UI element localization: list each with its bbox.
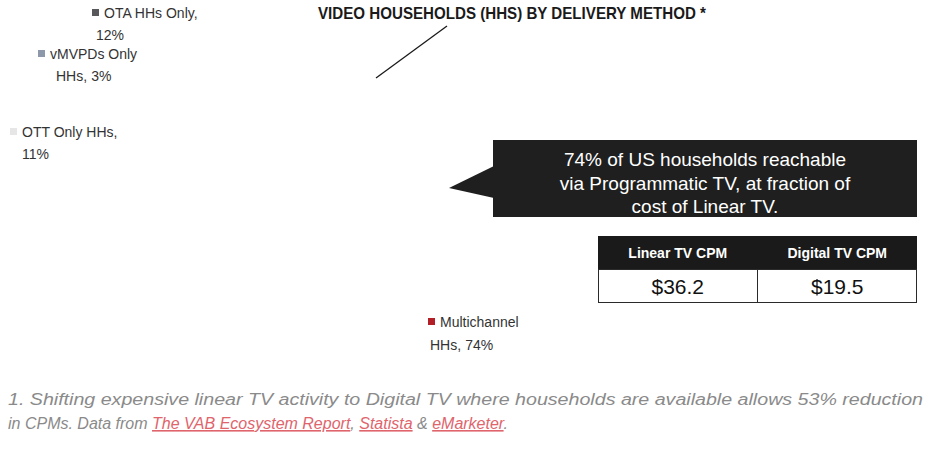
table-row-bg <box>599 270 917 303</box>
footnote-text: 1. Shifting expensive linear TV activity… <box>8 391 923 408</box>
label-marker <box>428 318 435 325</box>
category-label: vMVPDs Only HHs, <box>50 46 141 84</box>
chart: VIDEO HOUSEHOLDS (HHS) BY DELIVERY METHO… <box>0 0 939 466</box>
data-label: 11% <box>22 146 49 162</box>
label-line: OTT Only HHs, <box>22 124 117 140</box>
category-label: Multichannel HHs, <box>430 314 523 353</box>
data-label: 12% <box>96 27 124 43</box>
pie <box>132 55 448 371</box>
table-cell: $36.2 <box>651 275 704 298</box>
table-header-bg <box>598 236 917 269</box>
pie-slice <box>162 98 290 213</box>
category-label: OTT Only HHs, <box>22 124 117 140</box>
annotation-line: 74% of US households reachable <box>564 149 846 170</box>
category-label: OTA HHs Only, <box>104 5 198 21</box>
callout: 74% of US households reachable via Progra… <box>449 140 917 217</box>
leader-line <box>376 26 447 78</box>
table-divider <box>757 269 758 303</box>
data-label: 74% <box>465 337 493 353</box>
slice-labels: Multichannel HHs,74%OTT Only HHs,11%vMVP… <box>10 5 523 353</box>
annotation-line: via Programmatic TV, at fraction of <box>560 173 851 194</box>
label-line: HHs, <box>430 337 461 353</box>
footnote-text: & <box>413 415 433 432</box>
callout-pointer <box>449 166 494 198</box>
source-link[interactable]: eMarketer <box>432 415 505 432</box>
label-marker <box>10 128 17 135</box>
label-marker <box>38 50 45 57</box>
footnote-text: in CPMs. Data from <box>8 415 152 432</box>
footnote-text: . <box>504 415 508 432</box>
source-link[interactable]: The VAB Ecosystem Report <box>152 415 351 432</box>
label-marker <box>92 9 99 16</box>
background <box>0 0 939 466</box>
pie-slice <box>182 55 290 213</box>
footnote-line: 1. Shifting expensive linear TV activity… <box>8 391 923 408</box>
footnote-line: in CPMs. Data from The VAB Ecosystem Rep… <box>8 415 508 432</box>
footnote-text: , <box>350 415 359 432</box>
table-cell: $19.5 <box>811 275 864 298</box>
pie-slice <box>132 120 290 223</box>
table-header: Digital TV CPM <box>787 245 887 261</box>
table: Linear TV CPM Digital TV CPM $36.2 $19.5 <box>598 236 917 303</box>
label-line: vMVPDs Only <box>50 46 141 62</box>
label-line: Multichannel <box>440 314 523 330</box>
table-header: Linear TV CPM <box>628 245 727 261</box>
pie-slice <box>132 55 448 371</box>
footnote: 1. Shifting expensive linear TV activity… <box>8 391 923 432</box>
label-line: HHs, <box>56 68 87 84</box>
label-line: OTA HHs Only, <box>104 5 198 21</box>
source-link[interactable]: Statista <box>359 415 412 432</box>
data-label: 3% <box>91 68 111 84</box>
callout-box <box>493 140 917 217</box>
annotation-line: cost of Linear TV. <box>632 196 779 217</box>
title: VIDEO HOUSEHOLDS (HHS) BY DELIVERY METHO… <box>318 4 706 23</box>
